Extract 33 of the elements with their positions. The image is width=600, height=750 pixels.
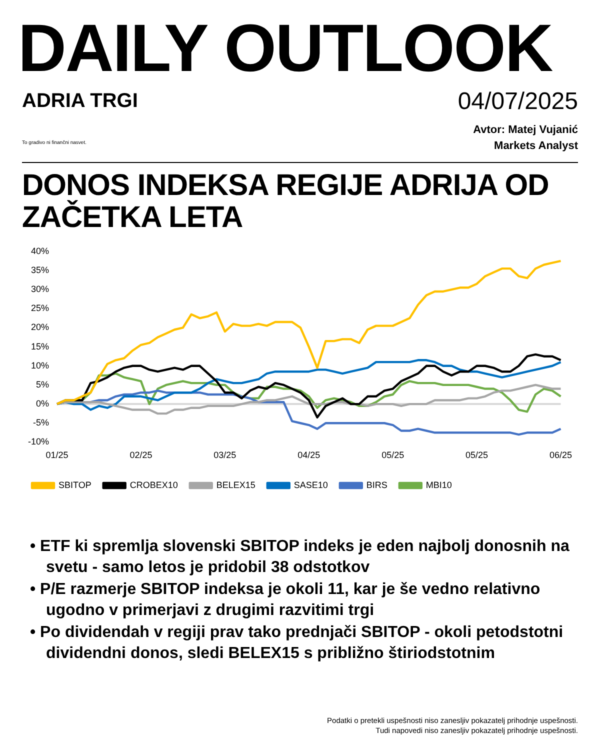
y-tick-label: 30%: [30, 284, 50, 294]
y-tick-label: 35%: [30, 264, 50, 275]
legend-label: CROBEX10: [130, 480, 178, 490]
x-tick-label: 05/25: [382, 450, 404, 460]
x-tick-label: 01/25: [46, 450, 68, 460]
y-tick-label: 5%: [36, 379, 50, 390]
legend-label: BELEX15: [216, 480, 256, 490]
legend-label: BIRS: [366, 480, 388, 490]
y-tick-label: 25%: [30, 303, 50, 314]
y-tick-label: -10%: [28, 436, 50, 447]
text: Markets Analyst: [494, 140, 578, 152]
y-tick-label: 15%: [30, 341, 50, 352]
x-tick-label: 05/25: [466, 450, 488, 460]
text: • ETF ki spremlja slovenski SBITOP indeks je eden najbolj donosnih na svetu - samo letos je pridobil 38 odstotkov: [30, 537, 570, 578]
text: 04/07/2025: [458, 88, 578, 116]
text: • Po dividendah v regiji prav tako prednjači SBITOP - okoli petodstotni dividendni donos, sledi BELEX15 s približno štiriodstotnim: [30, 623, 564, 664]
text: DAILY OUTLOOK: [18, 11, 552, 86]
x-tick-label: 02/25: [130, 450, 152, 460]
text: • P/E razmerje SBITOP indeksa je okoli 11, kar je še vedno relativno ugodno v primerjavi z drugimi razvitimi trgi: [30, 580, 542, 621]
y-tick-label: 10%: [30, 360, 50, 370]
x-tick-label: 03/25: [214, 450, 236, 460]
chart-title: DONOS INDEKSA REGIJE ADRIJA OD ZAČETKA LETA: [22, 169, 550, 234]
text: Avtor: Matej Vujanić: [473, 124, 578, 136]
x-tick-label: 06/25: [549, 450, 572, 460]
legend-label: SASE10: [294, 480, 328, 490]
legend-label: SBITOP: [58, 480, 92, 490]
y-tick-label: 40%: [30, 246, 50, 256]
y-tick-label: 20%: [30, 322, 50, 332]
x-tick-label: 04/25: [298, 450, 320, 460]
y-tick-label: -5%: [32, 418, 50, 428]
text: ADRIA TRGI: [22, 90, 138, 113]
y-tick-label: 0%: [36, 398, 50, 409]
legend-label: MBI10: [426, 480, 452, 490]
